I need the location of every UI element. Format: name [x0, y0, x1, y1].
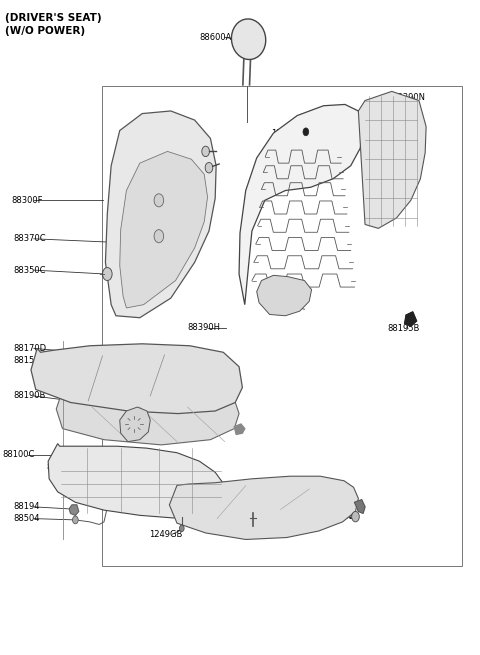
Text: 88067A: 88067A — [266, 288, 299, 297]
Text: 1338AC: 1338AC — [271, 128, 304, 138]
Text: (DRIVER'S SEAT): (DRIVER'S SEAT) — [5, 13, 102, 23]
Text: 88751B: 88751B — [322, 500, 355, 510]
Text: 88390H: 88390H — [188, 323, 220, 332]
Text: 88630: 88630 — [153, 164, 180, 173]
Polygon shape — [120, 407, 150, 441]
Circle shape — [205, 162, 213, 173]
Text: 88600A: 88600A — [199, 33, 232, 42]
Text: 88390N: 88390N — [393, 94, 426, 102]
Polygon shape — [56, 388, 239, 445]
Circle shape — [103, 267, 112, 280]
Polygon shape — [69, 505, 79, 515]
Text: 88121C: 88121C — [187, 420, 219, 428]
Circle shape — [154, 230, 164, 243]
Text: 88057A: 88057A — [266, 300, 299, 309]
Text: 88504: 88504 — [13, 514, 40, 523]
Polygon shape — [106, 111, 216, 318]
Text: 88610C: 88610C — [153, 176, 186, 185]
Text: 88100C: 88100C — [2, 450, 35, 459]
Text: 88170D: 88170D — [13, 344, 47, 353]
Text: (W/O POWER): (W/O POWER) — [5, 26, 85, 36]
Circle shape — [154, 194, 164, 207]
Polygon shape — [239, 104, 363, 305]
Polygon shape — [234, 424, 245, 434]
Polygon shape — [355, 500, 365, 514]
Bar — [102, 86, 462, 565]
Polygon shape — [48, 443, 227, 518]
Text: 88024: 88024 — [230, 519, 257, 528]
Text: 88195B: 88195B — [387, 324, 420, 333]
Text: 88301C: 88301C — [271, 152, 303, 161]
Circle shape — [202, 146, 209, 157]
Text: 88183B: 88183B — [322, 512, 355, 521]
Polygon shape — [257, 275, 312, 316]
Circle shape — [72, 516, 78, 524]
Text: +: + — [98, 269, 105, 278]
Text: 88190B: 88190B — [13, 392, 46, 400]
Text: 1249GB: 1249GB — [149, 530, 183, 539]
Polygon shape — [169, 476, 359, 540]
Circle shape — [352, 512, 360, 522]
Text: 88010L: 88010L — [253, 478, 285, 487]
Text: 88300F: 88300F — [11, 196, 42, 205]
Text: 88350C: 88350C — [13, 266, 46, 274]
Text: 88630A: 88630A — [153, 152, 186, 161]
Circle shape — [180, 525, 184, 532]
Text: 88501: 88501 — [47, 463, 73, 472]
Text: 88150C: 88150C — [13, 356, 46, 365]
Polygon shape — [120, 151, 207, 308]
Polygon shape — [31, 344, 242, 413]
Ellipse shape — [231, 19, 266, 60]
Text: 88081A: 88081A — [80, 427, 112, 436]
Circle shape — [303, 128, 309, 136]
Text: 88194: 88194 — [13, 502, 40, 512]
Polygon shape — [405, 312, 417, 326]
Text: 88370C: 88370C — [13, 234, 46, 243]
Polygon shape — [359, 92, 426, 229]
Text: 88610: 88610 — [153, 140, 180, 149]
